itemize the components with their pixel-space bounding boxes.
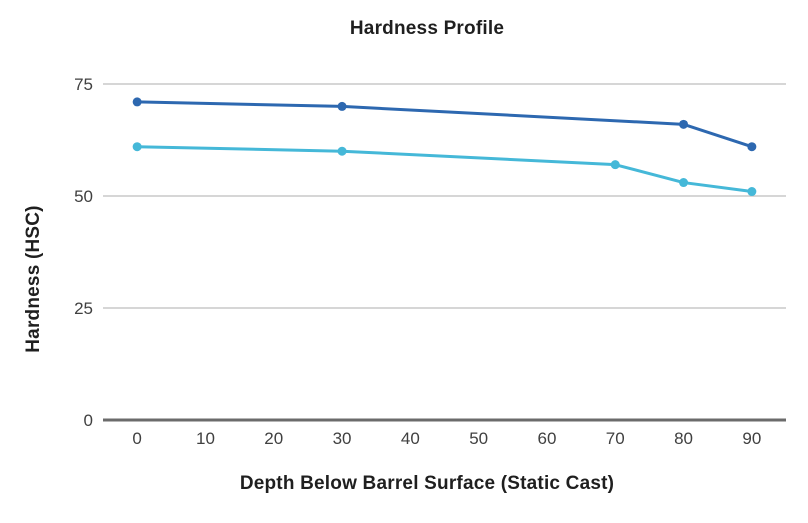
data-point-marker [747, 187, 757, 197]
data-point-marker [679, 119, 689, 129]
x-tick-label: 70 [606, 429, 625, 448]
series-line [135, 145, 754, 194]
y-tick-label: 25 [74, 299, 93, 318]
y-tick-label: 0 [84, 411, 93, 430]
x-axis-title: Depth Below Barrel Surface (Static Cast) [239, 473, 615, 494]
x-tick-label: 10 [196, 429, 215, 448]
y-tick-label: 75 [74, 75, 93, 94]
x-tick-label: 0 [132, 429, 141, 448]
data-point-marker [337, 101, 347, 111]
x-tick-label: 50 [469, 429, 488, 448]
x-tick-label: 80 [674, 429, 693, 448]
chart-title: Hardness Profile [349, 18, 505, 39]
series-line [135, 100, 754, 149]
data-point-marker [337, 146, 347, 156]
x-tick-label: 60 [537, 429, 556, 448]
data-point-marker [679, 178, 689, 188]
data-point-marker [610, 160, 620, 170]
x-tick-label: 30 [333, 429, 352, 448]
x-tick-label: 20 [264, 429, 283, 448]
x-tick-label: 90 [742, 429, 761, 448]
data-point-marker [132, 142, 142, 152]
data-point-marker [747, 142, 757, 152]
y-tick-label: 50 [74, 187, 93, 206]
x-tick-label: 40 [401, 429, 420, 448]
data-point-marker [132, 97, 142, 107]
